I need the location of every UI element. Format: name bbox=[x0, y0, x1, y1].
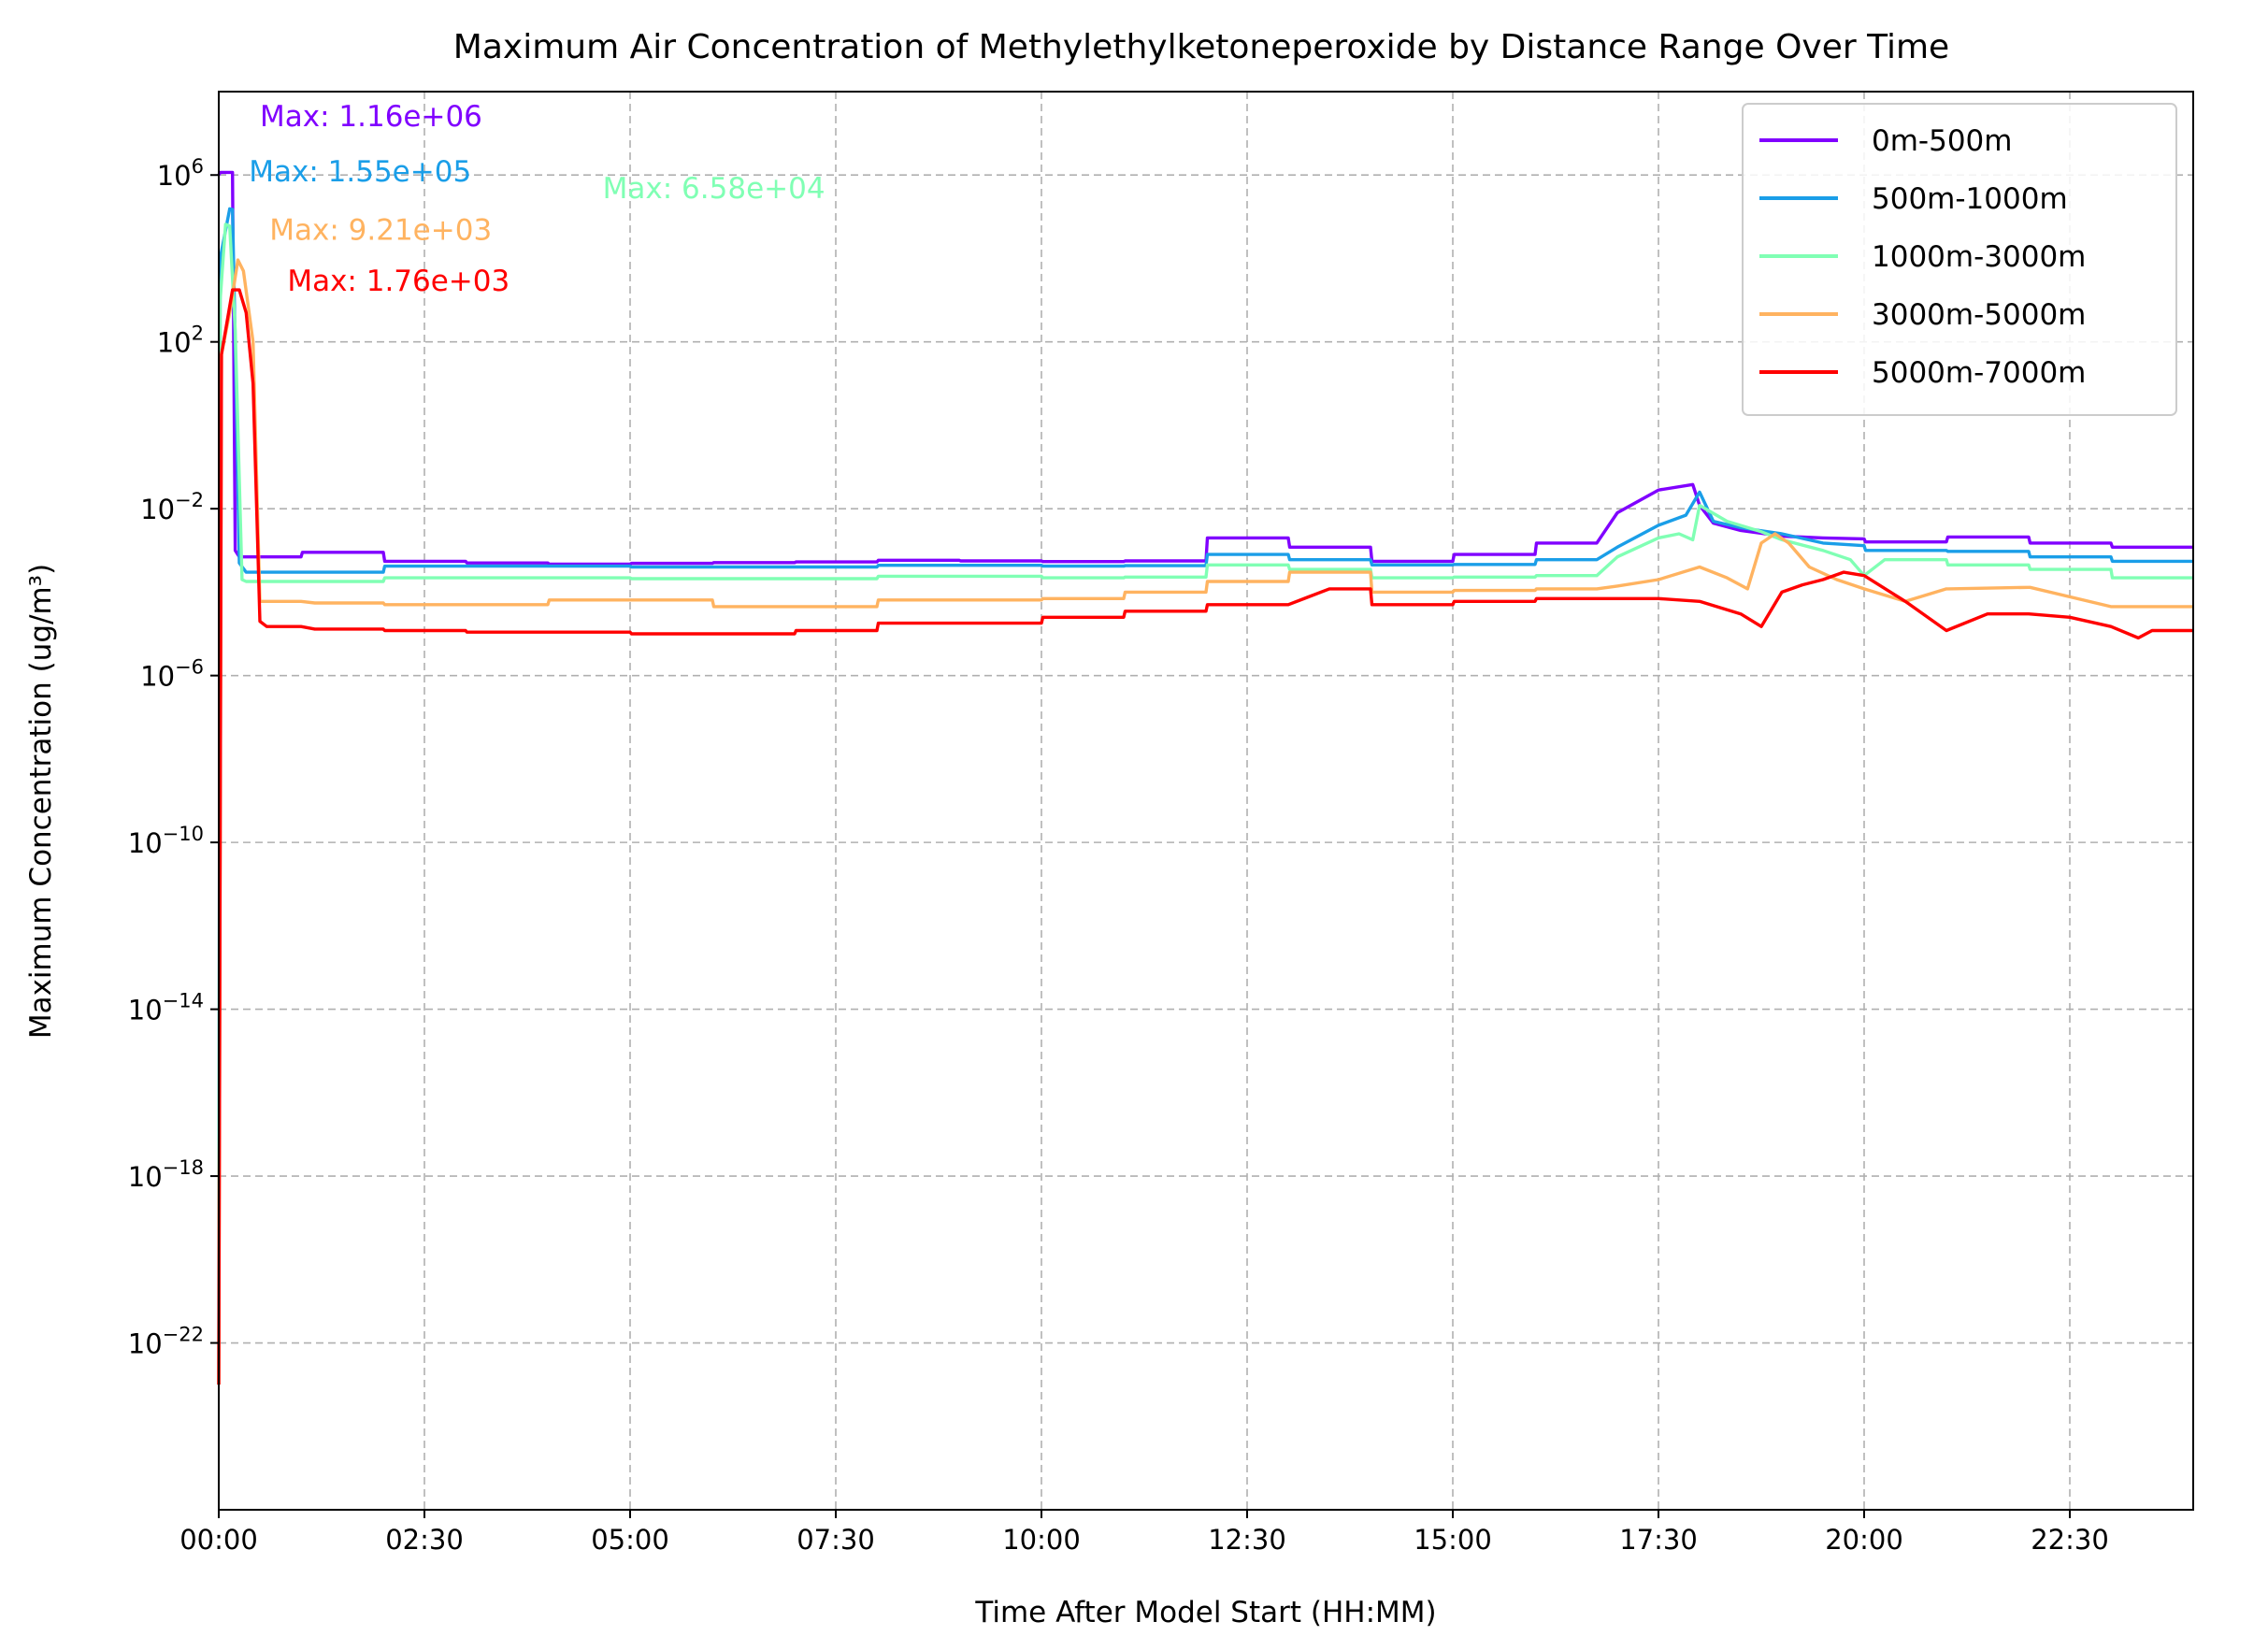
y-tick-label: 10−22 bbox=[128, 1324, 204, 1360]
max-annotation: Max: 1.76e+03 bbox=[287, 265, 510, 298]
y-axis-ticks: 106 102 10−2 10−6 10−10 10−14 10−18 10−22 bbox=[128, 155, 219, 1360]
max-annotation: Max: 6.58e+04 bbox=[603, 172, 825, 206]
x-tick-label: 10:00 bbox=[1002, 1524, 1081, 1556]
legend-label: 1000m-3000m bbox=[1872, 240, 2086, 274]
series-lines bbox=[217, 170, 2193, 1385]
x-tick-label: 15:00 bbox=[1414, 1524, 1492, 1556]
series-line-500m-1000m bbox=[217, 207, 2193, 1385]
max-annotations: Max: 1.16e+06 Max: 1.55e+05 Max: 6.58e+04 M… bbox=[249, 100, 825, 298]
y-tick-label: 106 bbox=[157, 155, 204, 192]
y-tick-label: 10−14 bbox=[128, 990, 204, 1026]
x-tick-label: 12:30 bbox=[1208, 1524, 1286, 1556]
x-tick-label: 05:00 bbox=[591, 1524, 669, 1556]
plot-frame bbox=[218, 91, 2194, 1511]
y-tick-label: 10−6 bbox=[140, 656, 204, 693]
x-tick-label: 00:00 bbox=[179, 1524, 258, 1556]
y-tick-label: 102 bbox=[157, 323, 204, 359]
legend-box bbox=[1742, 103, 2177, 416]
series-line-1000m-3000m bbox=[217, 222, 2193, 1385]
y-tick-label: 10−18 bbox=[128, 1156, 204, 1193]
max-annotation: Max: 1.16e+06 bbox=[260, 100, 482, 134]
y-tick-label: 10−2 bbox=[140, 489, 204, 525]
legend-label: 500m-1000m bbox=[1872, 182, 2068, 216]
x-tick-label: 02:30 bbox=[385, 1524, 464, 1556]
max-annotation: Max: 9.21e+03 bbox=[269, 214, 492, 248]
x-axis-ticks: 00:00 02:30 05:00 07:30 10:00 12:30 15:00 17:30… bbox=[179, 1510, 2109, 1556]
legend-label: 0m-500m bbox=[1872, 124, 2012, 158]
legend: 0m-500m 500m-1000m 1000m-3000m 3000m-5000m 5… bbox=[1742, 103, 2177, 416]
series-line-5000m-7000m bbox=[217, 288, 2193, 1385]
legend-label: 3000m-5000m bbox=[1872, 298, 2086, 332]
x-tick-label: 22:30 bbox=[2031, 1524, 2109, 1556]
y-axis-label: Maximum Concentration (ug/m³) bbox=[24, 564, 58, 1039]
x-axis-label: Time After Model Start (HH:MM) bbox=[974, 1596, 1436, 1629]
y-tick-label: 10−10 bbox=[128, 823, 204, 859]
x-tick-label: 20:00 bbox=[1825, 1524, 1903, 1556]
series-line-3000m-5000m bbox=[217, 258, 2193, 1385]
max-annotation: Max: 1.55e+05 bbox=[249, 155, 471, 189]
legend-label: 5000m-7000m bbox=[1872, 356, 2086, 390]
chart-title: Maximum Air Concentration of Methylethyl… bbox=[453, 28, 1949, 66]
x-tick-label: 17:30 bbox=[1619, 1524, 1698, 1556]
x-tick-label: 07:30 bbox=[797, 1524, 875, 1556]
